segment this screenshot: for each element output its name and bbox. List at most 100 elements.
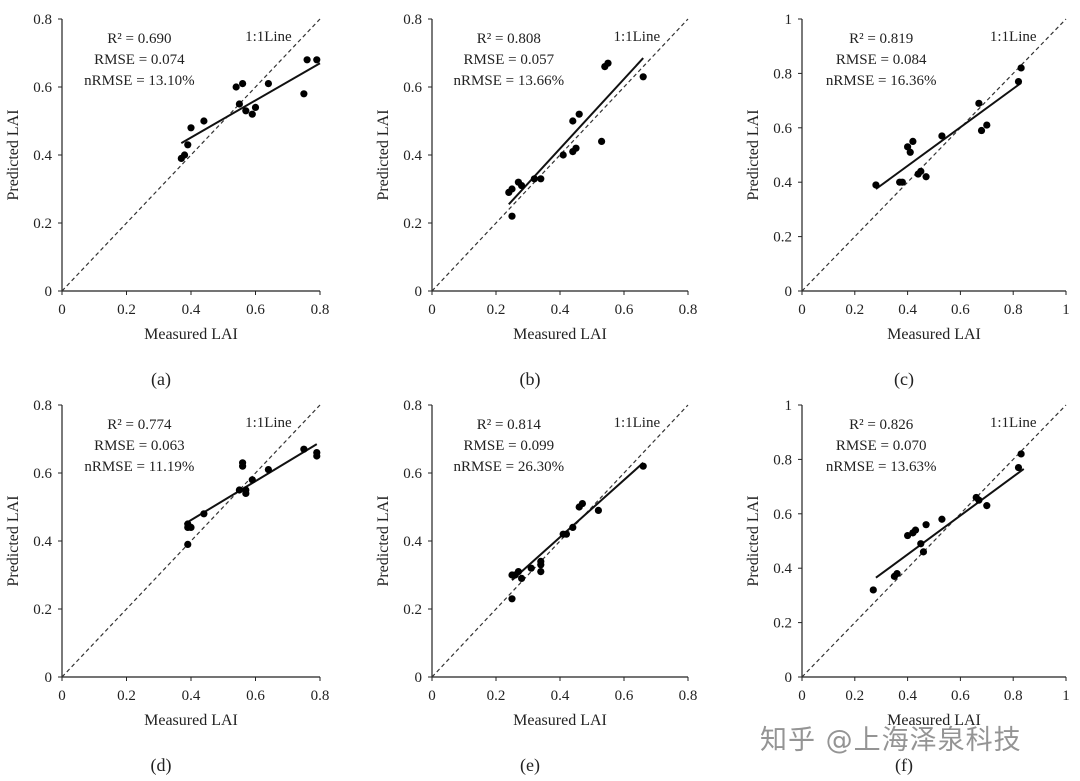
data-point bbox=[977, 126, 986, 135]
data-point bbox=[975, 496, 983, 504]
x-axis-title: Measured LAI bbox=[513, 326, 607, 343]
x-tick-label: 0.6 bbox=[246, 688, 265, 704]
data-point bbox=[200, 117, 208, 125]
data-point bbox=[508, 212, 516, 220]
y-tick-label: 0.6 bbox=[33, 80, 52, 96]
stats-line: RMSE = 0.063 bbox=[94, 438, 185, 454]
chart-panel-b: 0 0.2 0.4 0.6 0.8 0 0.2 0.4 0.6 0.8 R² = 0.808 RMSE… bbox=[375, 12, 697, 390]
chart-panel-d: 0 0.2 0.4 0.6 0.8 0 0.2 0.4 0.6 0.8 R² = 0.774 RMSE… bbox=[5, 398, 329, 776]
y-tick-label: 0.4 bbox=[403, 534, 422, 550]
y-tick-label: 0 bbox=[785, 670, 793, 686]
data-point bbox=[251, 103, 260, 111]
stats-line: RMSE = 0.074 bbox=[94, 52, 185, 68]
y-tick-label: 0.6 bbox=[773, 507, 792, 523]
x-tick-label: 0.8 bbox=[1004, 688, 1023, 704]
stats-line: nRMSE = 13.66% bbox=[454, 73, 565, 89]
y-axis-title: Predicted LAI bbox=[745, 495, 762, 586]
x-tick-label: 0 bbox=[798, 302, 806, 318]
stats-line: nRMSE = 13.10% bbox=[84, 73, 195, 89]
y-tick-label: 1 bbox=[785, 12, 793, 28]
data-point bbox=[518, 574, 526, 583]
x-tick-label: 0.8 bbox=[679, 688, 698, 704]
y-tick-label: 0.2 bbox=[403, 216, 422, 232]
fit-line bbox=[180, 62, 321, 144]
y-tick-label: 0.4 bbox=[773, 561, 792, 577]
data-point bbox=[917, 540, 925, 548]
data-point bbox=[184, 141, 192, 149]
chart-panel-a: 0 0.2 0.4 0.6 0.8 0 0.2 0.4 0.6 0.8 R² = 0.690 RMSE… bbox=[5, 12, 329, 390]
x-tick-label: 0.8 bbox=[311, 302, 330, 318]
stats-line: RMSE = 0.099 bbox=[464, 438, 555, 454]
panel-label: (b) bbox=[520, 369, 541, 390]
data-point bbox=[904, 143, 912, 151]
data-point bbox=[1017, 450, 1025, 458]
data-point bbox=[639, 462, 647, 470]
data-point bbox=[919, 548, 928, 556]
data-point bbox=[242, 486, 250, 494]
y-tick-label: 0.4 bbox=[33, 534, 52, 550]
data-point bbox=[1014, 77, 1023, 86]
data-point bbox=[264, 80, 272, 88]
y-tick-label: 0.8 bbox=[33, 12, 52, 28]
x-tick-label: 1 bbox=[1062, 302, 1070, 318]
x-tick-label: 0 bbox=[58, 688, 66, 704]
data-point bbox=[527, 564, 535, 572]
one-to-one-label: 1:1Line bbox=[245, 415, 292, 431]
y-tick-label: 0 bbox=[45, 284, 53, 300]
stats-line: RMSE = 0.084 bbox=[836, 52, 927, 68]
data-point bbox=[264, 466, 272, 474]
one-to-one-label: 1:1Line bbox=[990, 415, 1037, 431]
data-point bbox=[594, 506, 603, 514]
data-point bbox=[248, 476, 256, 484]
data-point bbox=[530, 175, 539, 183]
x-tick-label: 0.6 bbox=[951, 302, 970, 318]
data-point bbox=[239, 462, 247, 470]
one-to-one-line bbox=[801, 404, 1067, 678]
data-point bbox=[909, 137, 917, 145]
y-tick-label: 0.8 bbox=[773, 452, 792, 468]
fit-line bbox=[184, 443, 318, 525]
y-tick-label: 0.4 bbox=[33, 148, 52, 164]
data-point bbox=[303, 56, 311, 64]
stats-line: nRMSE = 26.30% bbox=[454, 459, 565, 475]
watermark-text: 知乎 @上海泽泉科技 bbox=[760, 725, 1022, 756]
data-point bbox=[911, 526, 920, 534]
stats-line: nRMSE = 11.19% bbox=[84, 459, 194, 475]
y-tick-label: 1 bbox=[785, 398, 793, 414]
stats-line: R² = 0.814 bbox=[477, 417, 542, 433]
x-tick-label: 0.4 bbox=[182, 688, 201, 704]
data-point bbox=[239, 80, 247, 88]
x-tick-label: 0.8 bbox=[1004, 302, 1023, 318]
one-to-one-line bbox=[431, 404, 689, 678]
x-tick-label: 0.8 bbox=[679, 302, 698, 318]
data-point bbox=[975, 99, 983, 107]
fit-line bbox=[875, 82, 1022, 190]
panel-label: (c) bbox=[894, 369, 914, 390]
y-tick-label: 0.8 bbox=[773, 66, 792, 82]
data-point bbox=[514, 568, 523, 576]
data-point bbox=[508, 185, 516, 193]
x-axis-title: Measured LAI bbox=[513, 712, 607, 729]
x-tick-label: 0.4 bbox=[551, 302, 570, 318]
data-point bbox=[300, 90, 308, 98]
chart-panel-f: 0 0.2 0.4 0.6 0.8 1 0 0.2 0.4 0.6 0.8 1 R² = 0.826 RM… bbox=[745, 398, 1070, 776]
fit-line bbox=[511, 462, 644, 581]
x-tick-label: 0.2 bbox=[117, 688, 136, 704]
y-tick-label: 0 bbox=[415, 284, 423, 300]
data-point bbox=[180, 151, 189, 159]
y-tick-label: 0 bbox=[785, 284, 793, 300]
y-tick-label: 0.8 bbox=[33, 398, 52, 414]
data-point bbox=[938, 515, 946, 523]
stats-line: nRMSE = 16.36% bbox=[826, 73, 937, 89]
y-tick-label: 0.2 bbox=[33, 602, 52, 618]
x-tick-label: 0.2 bbox=[487, 302, 506, 318]
data-point bbox=[1017, 64, 1025, 72]
y-tick-label: 0 bbox=[45, 670, 53, 686]
data-point bbox=[537, 561, 545, 569]
one-to-one-line bbox=[801, 18, 1067, 292]
data-point bbox=[898, 178, 906, 186]
x-tick-label: 0.4 bbox=[898, 688, 917, 704]
data-point bbox=[578, 500, 587, 508]
data-point bbox=[1014, 463, 1023, 472]
